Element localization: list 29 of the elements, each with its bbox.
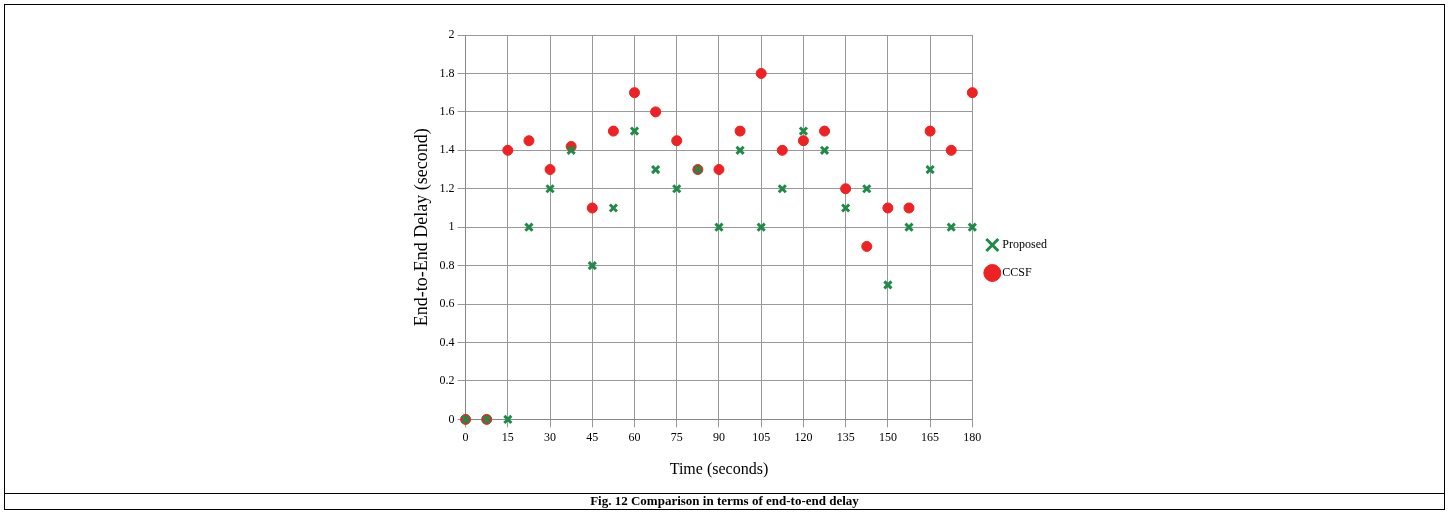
x-tick-label: 0	[462, 429, 469, 444]
y-tick-label: 1	[448, 219, 455, 234]
x-tick-label: 165	[921, 429, 940, 444]
x-tick-label: 120	[794, 429, 813, 444]
y-tick-label: 0.2	[439, 373, 455, 388]
legend-label: Proposed	[1002, 237, 1048, 252]
y-axis-title: End-to-End Delay (second)	[410, 128, 432, 327]
y-tick-label: 2	[448, 27, 455, 42]
y-tick-label: 1.6	[439, 104, 455, 119]
x-tick-label: 75	[670, 429, 683, 444]
x-axis-title: Time (seconds)	[669, 459, 769, 478]
x-tick-label: 180	[963, 429, 982, 444]
x-tick-label: 105	[752, 429, 771, 444]
x-tick-label: 60	[628, 429, 641, 444]
y-tick-label: 0	[448, 411, 455, 426]
x-tick-label: 150	[878, 429, 897, 444]
x-tick-label: 90	[712, 429, 725, 444]
caption: Fig. 12 Comparison in terms of end-to-end delay	[4, 493, 1445, 510]
x-tick-label: 15	[501, 429, 514, 444]
y-tick-label: 0.6	[439, 296, 455, 311]
y-tick-label: 0.4	[439, 334, 455, 349]
y-tick-label: 1.4	[439, 142, 455, 157]
y-tick-label: 1.2	[439, 180, 455, 195]
x-tick-label: 135	[836, 429, 855, 444]
x-tick-label: 30	[544, 429, 557, 444]
y-tick-label: 1.8	[439, 65, 455, 80]
legend-label: CCSF	[1002, 265, 1033, 280]
x-tick-label: 45	[586, 429, 599, 444]
y-tick-label: 0.8	[439, 257, 455, 272]
